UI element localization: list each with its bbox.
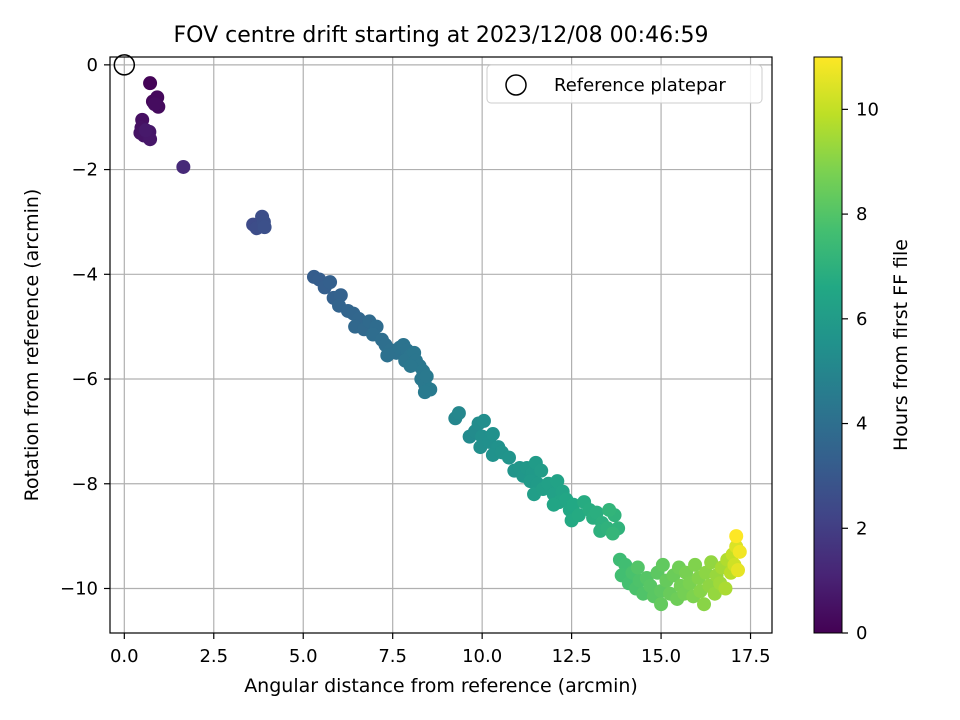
data-point xyxy=(257,220,272,235)
data-point xyxy=(602,502,617,517)
data-point xyxy=(707,586,722,601)
x-tick-label: 0.0 xyxy=(110,646,139,667)
data-point xyxy=(688,557,703,572)
y-axis-label: Rotation from reference (arcmin) xyxy=(21,189,43,502)
data-point xyxy=(451,406,466,421)
y-tick-label: 0 xyxy=(87,55,98,76)
data-point xyxy=(147,97,162,112)
y-tick-label: −10 xyxy=(60,578,98,599)
colorbar-tick-label: 0 xyxy=(856,623,867,644)
chart-title: FOV centre drift starting at 2023/12/08 … xyxy=(174,23,709,48)
data-point xyxy=(732,544,747,559)
data-point xyxy=(546,497,561,512)
legend-reference-marker xyxy=(505,74,527,96)
y-tick-label: −4 xyxy=(71,264,98,285)
data-point xyxy=(589,505,604,520)
colorbar xyxy=(813,56,843,634)
x-tick-label: 15.0 xyxy=(641,646,681,667)
data-point xyxy=(333,288,348,303)
y-axis: 0 −2 −4 −6 −8 −10 xyxy=(60,55,110,599)
data-point xyxy=(419,369,434,384)
colorbar-tick-label: 2 xyxy=(856,518,867,539)
data-point xyxy=(729,529,744,544)
data-point xyxy=(138,123,153,138)
data-point xyxy=(697,597,712,612)
y-tick-label: −6 xyxy=(71,369,98,390)
data-point xyxy=(476,413,491,428)
x-axis: 0.0 2.5 5.0 7.5 10.0 12.5 15.0 17.5 xyxy=(110,633,771,667)
y-tick-label: −8 xyxy=(71,474,98,495)
data-point xyxy=(571,508,586,523)
y-tick-label: −2 xyxy=(71,160,98,181)
data-point xyxy=(143,76,158,91)
colorbar-tick-label: 10 xyxy=(856,99,879,120)
colorbar-label: Hours from first FF file xyxy=(890,239,912,451)
x-axis-label: Angular distance from reference (arcmin) xyxy=(244,675,638,697)
reference-point-marker xyxy=(113,54,136,76)
x-tick-label: 5.0 xyxy=(289,646,318,667)
x-tick-label: 12.5 xyxy=(552,646,592,667)
data-point xyxy=(501,450,516,465)
colorbar-tick-label: 6 xyxy=(856,309,867,330)
colorbar-tick-label: 8 xyxy=(856,204,867,225)
data-point xyxy=(718,581,733,596)
data-point xyxy=(534,463,549,478)
legend-box xyxy=(486,64,763,104)
x-tick-label: 2.5 xyxy=(199,646,228,667)
x-tick-label: 10.0 xyxy=(462,646,502,667)
data-points xyxy=(133,76,747,612)
data-point xyxy=(176,159,191,174)
legend: Reference platepar xyxy=(486,64,763,104)
data-point xyxy=(323,275,338,290)
colorbar-axis: 0 2 4 6 8 10 xyxy=(842,99,879,644)
data-point xyxy=(630,560,645,575)
x-tick-label: 17.5 xyxy=(730,646,770,667)
data-point xyxy=(698,565,713,580)
data-point xyxy=(605,526,620,541)
x-tick-label: 7.5 xyxy=(378,646,407,667)
data-point xyxy=(655,557,670,572)
data-point xyxy=(417,385,432,400)
grid xyxy=(110,57,772,633)
data-point xyxy=(566,497,581,512)
plot-frame xyxy=(109,56,773,634)
data-point xyxy=(485,427,500,442)
data-point xyxy=(403,358,418,373)
legend-entry-reference-platepar: Reference platepar xyxy=(554,75,726,96)
data-point xyxy=(704,555,719,570)
data-point xyxy=(550,474,565,489)
data-point xyxy=(654,597,669,612)
colorbar-tick-label: 4 xyxy=(856,414,867,435)
data-point xyxy=(731,563,746,578)
